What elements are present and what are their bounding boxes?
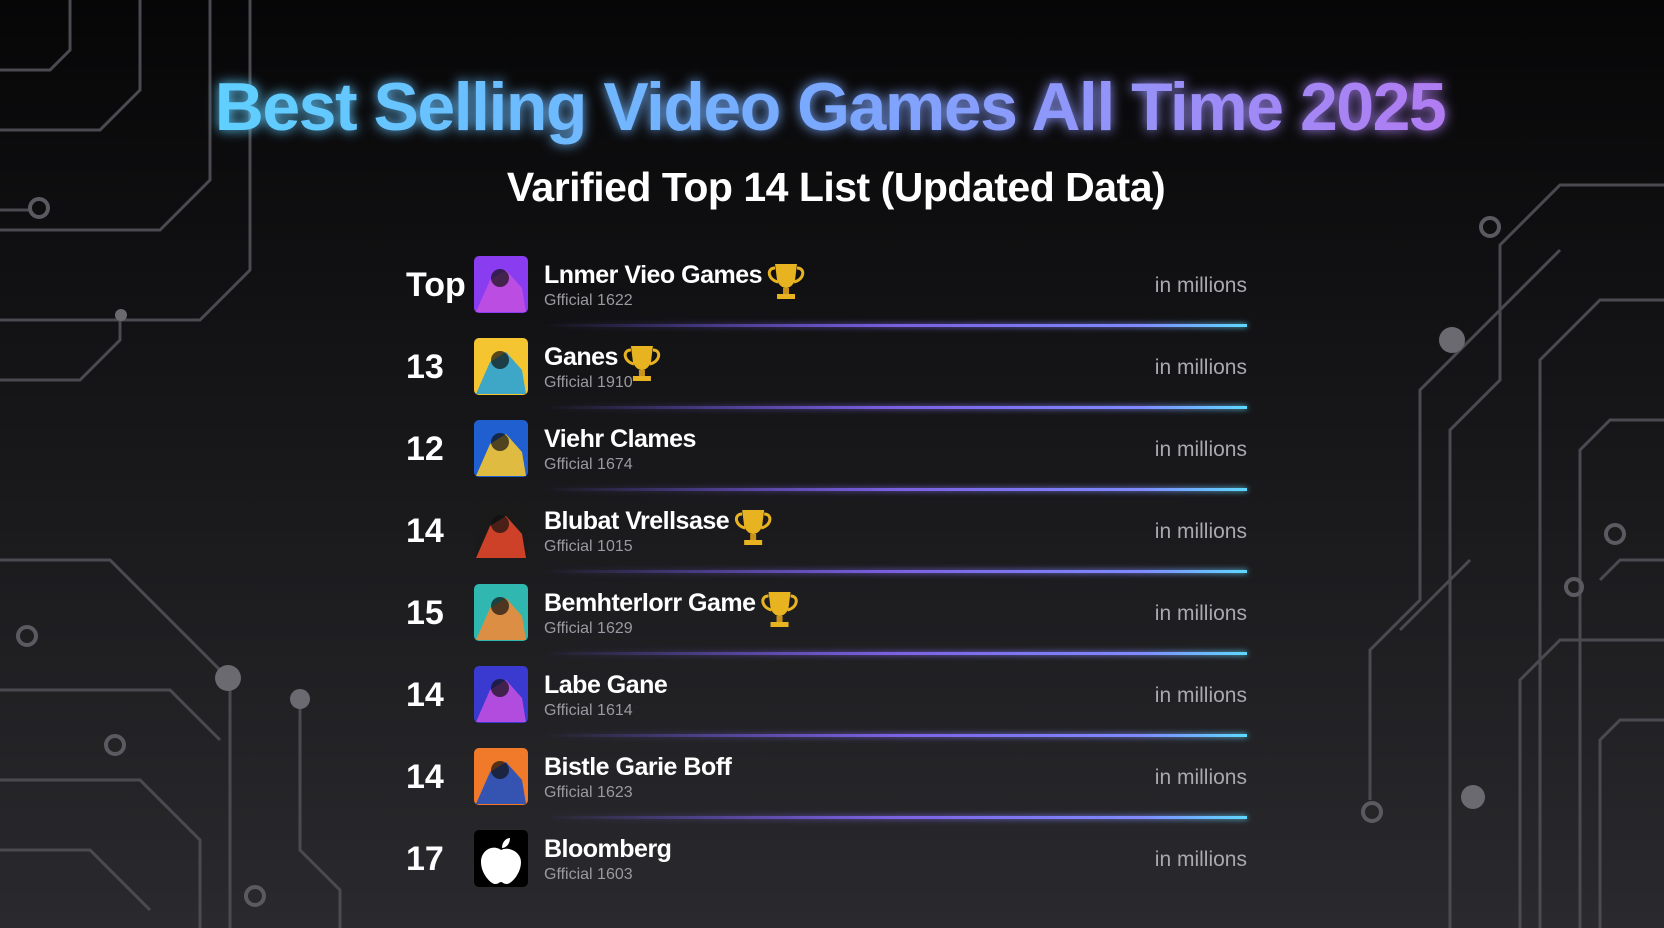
icon-art — [491, 597, 509, 615]
trophy-base — [783, 288, 790, 294]
game-name: Bloomberg — [544, 835, 671, 863]
icon-art — [491, 269, 509, 287]
game-icon — [474, 338, 528, 395]
rank: 14 — [406, 512, 444, 550]
icon-art — [476, 680, 526, 722]
rank: 14 — [406, 676, 444, 714]
list-row: 15 Bemhterlorr Game Gfficial 1629 in millio… — [406, 584, 1247, 655]
list-row: 14 Labe Gane Gfficial 1614 in millions — [406, 666, 1247, 737]
rank: 12 — [406, 430, 444, 468]
source: Gfficial 1614 — [544, 702, 633, 719]
game-name: Lnmer Vieo Games — [544, 261, 762, 289]
trophy-handles — [761, 594, 798, 612]
divider-line — [544, 406, 1247, 409]
source: Gfficial 1629 — [544, 620, 633, 637]
unit-label: in millions — [1155, 274, 1247, 297]
trophy-handles — [767, 266, 805, 284]
icon-art — [491, 433, 509, 451]
game-name: Bemhterlorr Game — [544, 589, 756, 617]
rank: 14 — [406, 758, 444, 796]
source: Gfficial 1623 — [544, 784, 633, 801]
list-row: 14 Blubat Vrellsase Gfficial 1015 in millio… — [406, 502, 1247, 573]
divider-line — [544, 324, 1247, 327]
icon-art — [491, 351, 509, 369]
trophy-cup — [768, 592, 791, 616]
trophy-cup — [775, 264, 798, 288]
trophy-base — [777, 294, 796, 299]
icon-art — [476, 270, 526, 312]
source: Gfficial 1910 — [544, 374, 633, 391]
divider-line — [544, 816, 1247, 819]
trophy-base — [744, 540, 763, 545]
divider-line — [544, 734, 1247, 737]
icon-art — [476, 434, 526, 476]
game-icon — [474, 256, 528, 313]
rank: 17 — [406, 840, 444, 878]
unit-label: in millions — [1155, 766, 1247, 789]
source: Gfficial 1015 — [544, 538, 633, 555]
divider-line — [544, 488, 1247, 491]
trophy-handles — [623, 348, 661, 366]
game-icon — [474, 748, 528, 805]
list-row: 13 Ganes Gfficial 1910 in millions — [406, 338, 1247, 409]
unit-label: in millions — [1155, 520, 1247, 543]
icon-logo — [481, 838, 521, 884]
game-name: Ganes — [544, 343, 618, 371]
game-name: Blubat Vrellsase — [544, 507, 730, 535]
divider-line — [544, 570, 1247, 573]
game-icon — [474, 502, 528, 559]
list-row: Top Lnmer Vieo Games Gfficial 1622 in milli… — [406, 256, 1247, 327]
trophy-cup — [630, 346, 653, 370]
unit-label: in millions — [1155, 684, 1247, 707]
icon-art — [476, 598, 526, 640]
unit-label: in millions — [1155, 602, 1247, 625]
rank: 13 — [406, 348, 444, 386]
source: Gfficial 1603 — [544, 866, 633, 883]
game-icon — [474, 830, 528, 887]
divider-line — [544, 652, 1247, 655]
rank: 15 — [406, 594, 444, 632]
unit-label: in millions — [1155, 356, 1247, 379]
subtitle: Varified Top 14 List (Updated Data) — [507, 164, 1165, 210]
trophy-icon — [623, 346, 661, 381]
list-row: 12 Viehr Clames Gfficial 1674 in millions — [406, 420, 1247, 491]
source: Gfficial 1622 — [544, 292, 633, 309]
icon-art — [476, 762, 526, 804]
icon-art — [491, 679, 509, 697]
game-icon — [474, 666, 528, 723]
trophy-cup — [742, 510, 765, 534]
ranking-list: Top Lnmer Vieo Games Gfficial 1622 in milli… — [406, 256, 1247, 887]
rank: Top — [406, 266, 466, 304]
icon-art — [491, 515, 509, 533]
trophy-icon — [761, 592, 798, 627]
trophy-base — [632, 376, 651, 381]
icon-art — [476, 516, 526, 558]
list-row: 14 Bistle Garie Boff Gfficial 1623 in milli… — [406, 748, 1247, 819]
icon-art — [491, 761, 509, 779]
title: Best Selling Video Games All Time 2025 — [215, 69, 1446, 145]
icon-art — [476, 352, 526, 394]
game-name: Viehr Clames — [544, 425, 696, 453]
trophy-base — [638, 370, 645, 376]
trophy-base — [750, 534, 757, 540]
game-icon — [474, 420, 528, 477]
list-row: 17 Bloomberg Gfficial 1603 in millions — [406, 830, 1247, 887]
source: Gfficial 1674 — [544, 456, 633, 473]
game-icon — [474, 584, 528, 641]
trophy-base — [770, 622, 789, 627]
trophy-handles — [735, 512, 772, 530]
trophy-base — [776, 616, 783, 622]
unit-label: in millions — [1155, 438, 1247, 461]
unit-label: in millions — [1155, 848, 1247, 871]
trophy-icon — [735, 510, 772, 545]
game-name: Labe Gane — [544, 671, 668, 699]
game-name: Bistle Garie Boff — [544, 753, 733, 781]
trophy-icon — [767, 264, 805, 299]
